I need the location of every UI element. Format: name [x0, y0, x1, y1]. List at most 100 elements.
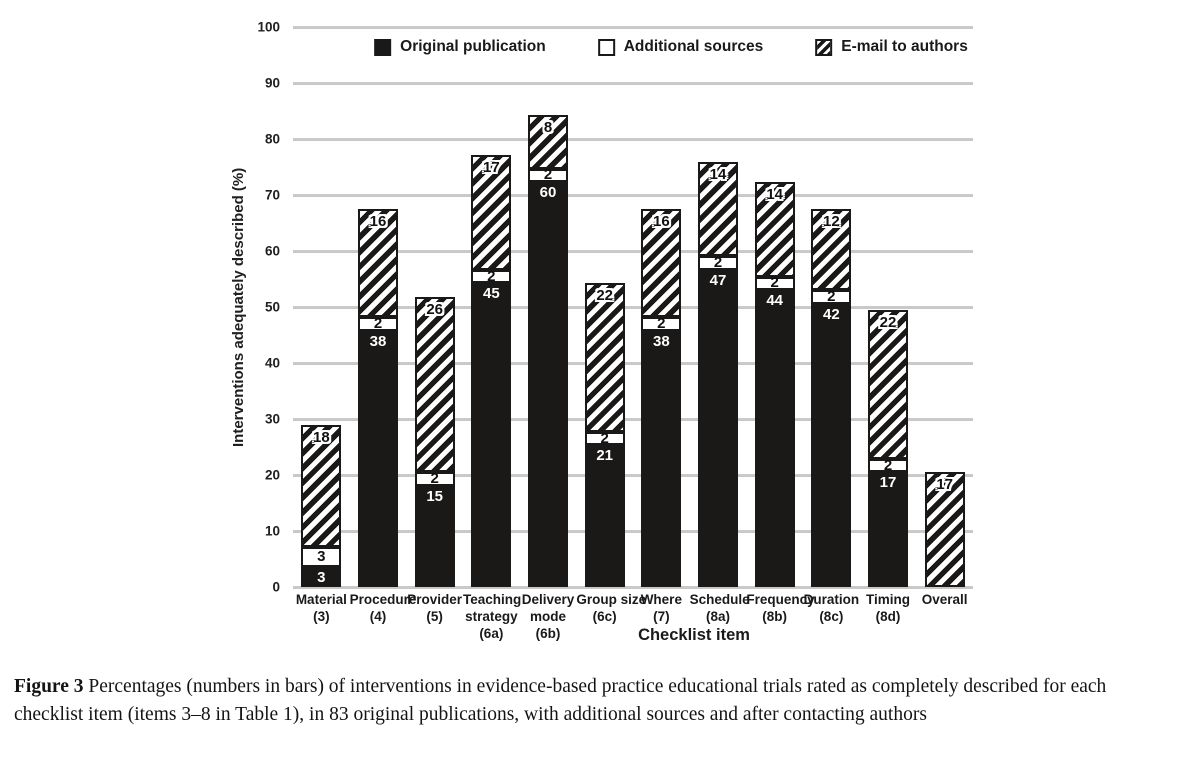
bar-segment-white: 2 [414, 470, 455, 488]
bar-value-label: 2 [373, 315, 383, 332]
gridline [293, 361, 973, 365]
gridline [293, 529, 973, 533]
bar-segment-hatched: 12 [811, 209, 852, 291]
x-tick-label: Timing (8d) [865, 592, 910, 624]
legend-label: E-mail to authors [841, 38, 968, 55]
bar-value-label: 2 [770, 274, 779, 292]
bar-segment-white: 2 [754, 274, 795, 292]
caption-figure-number: Figure 3 [14, 676, 84, 697]
bar-segment-solid: 15 [414, 485, 455, 587]
bar-segment-white: 2 [811, 288, 852, 306]
bar-segment-hatched: 8 [528, 114, 568, 169]
legend: Original publication Additional sources … [374, 38, 968, 56]
bar-value-label: 16 [369, 213, 387, 231]
x-tick-label: Teaching strategy (6a) [463, 592, 522, 641]
bar-value-label: 18 [312, 429, 330, 447]
bar-segment-hatched: 17 [924, 472, 965, 587]
bar-segment-hatched: 17 [471, 155, 512, 270]
bar-value-label: 17 [879, 474, 897, 492]
x-tick-label: Provider (5) [407, 592, 463, 624]
bar-value-label: 45 [482, 285, 500, 303]
gridline [293, 473, 973, 477]
bar-segment-hatched: 18 [301, 425, 342, 547]
gridline [293, 137, 973, 141]
bar-value-label: 16 [652, 213, 670, 231]
legend-item-additional-sources: Additional sources [597, 38, 764, 56]
figure-caption: Figure 3 Percentages (numbers in bars) o… [14, 673, 1144, 728]
x-tick-label: Procedure (4) [349, 592, 417, 624]
gridline [293, 417, 973, 421]
gridline [293, 193, 973, 197]
bar-value-label: 21 [596, 447, 613, 465]
bar-value-label: 2 [657, 315, 666, 332]
gridline [293, 249, 973, 253]
bar-value-label: 44 [766, 292, 783, 310]
x-tick-label: Schedule (8a) [689, 592, 750, 624]
bar-value-label: 14 [766, 186, 783, 204]
bar-segment-white: 3 [301, 546, 342, 567]
bar-value-label: 15 [426, 487, 443, 505]
y-tick-label: 80 [264, 131, 280, 147]
x-tick-label: Delivery mode (6b) [521, 592, 575, 641]
legend-label: Original publication [400, 38, 546, 55]
bar-segment-solid: 45 [471, 283, 512, 587]
y-tick-label: 60 [264, 243, 280, 259]
bar-segment-white: 2 [868, 457, 908, 473]
bar-value-label: 17 [482, 159, 500, 177]
bar-value-label: 42 [822, 305, 840, 323]
bar-value-label: 3 [317, 547, 326, 565]
bar-value-label: 38 [652, 332, 670, 350]
bar-value-label: 47 [709, 271, 727, 289]
bar-segment-white: 2 [528, 166, 568, 184]
bar-segment-solid: 38 [358, 330, 398, 587]
x-tick-label: Duration (8c) [803, 592, 860, 624]
bar-segment-white: 2 [358, 315, 398, 332]
gridline [293, 81, 973, 85]
legend-label: Additional sources [623, 38, 764, 55]
bar-value-label: 2 [827, 288, 836, 306]
x-tick-label: Material (3) [295, 592, 347, 624]
y-tick-label: 50 [264, 299, 280, 315]
y-tick-label: 70 [264, 187, 280, 203]
gridline [293, 305, 973, 309]
x-tick-label: Frequency (8b) [746, 592, 815, 624]
bar-value-label: 38 [369, 332, 387, 350]
bar-segment-white: 2 [698, 254, 738, 272]
legend-item-original-publication: Original publication [374, 38, 546, 56]
gridline [293, 25, 973, 29]
bar-value-label: 22 [596, 287, 613, 305]
y-axis: 0 10 20 30 40 50 60 70 80 90 100 [0, 20, 286, 595]
x-tick-label: Group size (6c) [576, 592, 647, 624]
bar-value-label: 2 [543, 166, 553, 184]
bar-segment-hatched: 14 [754, 182, 795, 277]
bar-segment-solid: 60 [528, 182, 568, 587]
bar-value-label: 2 [600, 429, 609, 447]
caption-text: Percentages (numbers in bars) of interve… [14, 676, 1107, 725]
y-tick-label: 10 [264, 523, 280, 539]
gridline [293, 585, 973, 589]
bar-segment-solid: 21 [584, 445, 625, 587]
x-tick-label: Where (7) [640, 592, 682, 624]
bar-value-label: 2 [487, 267, 496, 285]
y-tick-label: 90 [264, 75, 280, 91]
bar-segment-hatched: 16 [358, 209, 398, 318]
bar-segment-solid: 38 [641, 330, 682, 587]
y-tick-label: 100 [257, 19, 280, 35]
bar-value-label: 2 [713, 254, 723, 272]
bar-value-label: 22 [879, 314, 897, 332]
plot-area: Original publication Additional sources … [293, 25, 973, 589]
bar-value-label: 2 [430, 470, 439, 488]
x-axis-title: Checklist item [638, 626, 750, 644]
legend-item-email-to-authors: E-mail to authors [815, 38, 968, 56]
bar-value-label: 14 [709, 165, 727, 183]
legend-swatch-hatched-icon [815, 38, 833, 56]
bar-segment-hatched: 16 [641, 209, 682, 318]
bar-value-label: 60 [539, 184, 557, 202]
legend-swatch-solid-icon [374, 38, 392, 56]
bar-value-label: 8 [543, 118, 553, 136]
bar-value-label: 3 [317, 568, 326, 586]
bar-value-label: 26 [426, 300, 443, 318]
y-tick-label: 40 [264, 355, 280, 371]
bar-value-label: 17 [936, 476, 953, 494]
